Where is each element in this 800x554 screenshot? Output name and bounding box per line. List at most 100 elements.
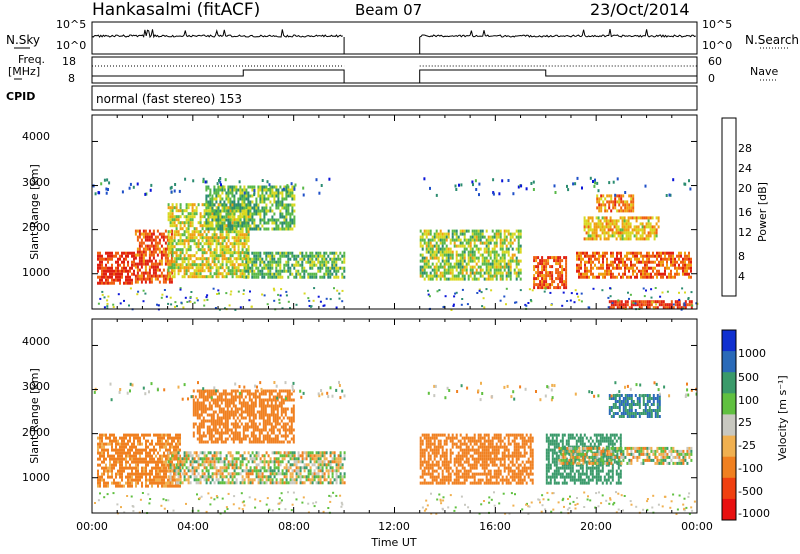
heatmap-cell	[662, 303, 665, 307]
heatmap-cell	[315, 451, 318, 455]
heatmap-cell	[652, 275, 654, 279]
heatmap-cell	[245, 218, 248, 222]
heatmap-cell	[614, 266, 616, 270]
heatmap-cell	[105, 433, 107, 437]
heatmap-cell	[205, 266, 208, 270]
heatmap-cell	[257, 185, 260, 189]
heatmap-cell	[475, 277, 478, 281]
heatmap-cell	[441, 256, 444, 260]
heatmap-cell	[225, 245, 228, 249]
heatmap-cell	[279, 451, 282, 455]
heatmap-cell	[686, 269, 688, 273]
heatmap-cell	[608, 194, 611, 198]
heatmap-cell	[175, 478, 178, 482]
heatmap-cell	[179, 288, 182, 291]
heatmap-cell	[113, 460, 115, 464]
heatmap-cell	[107, 278, 109, 282]
heatmap-cell	[428, 295, 431, 298]
heatmap-cell	[631, 228, 634, 232]
heatmap-cell	[196, 401, 199, 405]
heatmap-cell	[203, 275, 206, 279]
heatmap-cell	[197, 221, 200, 225]
heatmap-cell	[267, 454, 270, 458]
heatmap-cell	[105, 257, 107, 261]
heatmap-cell	[603, 216, 606, 220]
heatmap-cell	[423, 177, 426, 181]
heatmap-cell	[257, 472, 260, 476]
heatmap-cell	[105, 463, 107, 467]
heatmap-cell	[321, 460, 324, 464]
heatmap-cell	[303, 475, 306, 479]
heatmap-cell	[459, 244, 462, 248]
heatmap-cell	[620, 200, 623, 204]
heatmap-cell	[192, 401, 195, 405]
heatmap-cell	[107, 257, 109, 261]
heatmap-cell	[307, 469, 310, 473]
heatmap-cell	[207, 203, 210, 207]
heatmap-cell	[141, 469, 143, 473]
heatmap-cell	[257, 269, 260, 273]
heatmap-cell	[162, 253, 165, 257]
heatmap-cell	[185, 454, 188, 458]
heatmap-cell	[614, 197, 617, 201]
heatmap-cell	[193, 275, 196, 279]
heatmap-cell	[279, 481, 282, 485]
heatmap-cell	[267, 227, 270, 231]
heatmap-cell	[295, 257, 298, 261]
heatmap-cell	[596, 266, 598, 270]
heatmap-cell	[191, 221, 194, 225]
heatmap-cell	[235, 451, 238, 455]
heatmap-cell	[343, 481, 346, 485]
heatmap-cell	[620, 257, 622, 261]
heatmap-cell	[233, 460, 236, 464]
heatmap-cell	[107, 188, 109, 191]
heatmap-cell	[634, 302, 637, 305]
heatmap-cell	[317, 251, 320, 255]
heatmap-cell	[207, 212, 210, 216]
heatmap-cell	[642, 300, 645, 304]
heatmap-cell	[668, 306, 671, 310]
heatmap-cell	[167, 269, 170, 273]
heatmap-cell	[561, 268, 564, 272]
heatmap-cell	[179, 236, 182, 240]
heatmap-cell	[111, 466, 113, 470]
heatmap-cell	[105, 266, 107, 270]
heatmap-cell	[221, 481, 224, 485]
heatmap-cell	[257, 206, 260, 210]
heatmap-cell	[249, 200, 252, 204]
heatmap-cell	[261, 188, 264, 192]
heatmap-cell	[273, 212, 276, 216]
heatmap-cell	[578, 251, 580, 255]
heatmap-cell	[469, 271, 472, 275]
heatmap-cell	[269, 475, 272, 479]
heatmap-cell	[644, 269, 646, 273]
heatmap-cell	[113, 463, 115, 467]
heatmap-cell	[193, 260, 196, 264]
heatmap-cell	[204, 180, 207, 184]
heatmap-cell	[215, 269, 218, 273]
heatmap-cell	[253, 203, 256, 207]
heatmap-cell	[309, 266, 312, 270]
heatmap-cell	[599, 234, 602, 238]
heatmap-cell	[594, 263, 596, 267]
heatmap-cell	[99, 278, 101, 282]
heatmap-cell	[627, 231, 630, 235]
heatmap-cell	[175, 260, 178, 264]
heatmap-cell	[119, 257, 121, 261]
heatmap-cell	[155, 460, 157, 464]
heatmap-cell	[164, 262, 167, 266]
heatmap-cell	[672, 251, 674, 255]
heatmap-cell	[269, 478, 272, 482]
heatmap-cell	[513, 268, 516, 272]
heatmap-cell	[131, 433, 133, 437]
heatmap-cell	[626, 303, 629, 307]
heatmap-cell	[271, 257, 274, 261]
heatmap-cell	[293, 478, 296, 482]
heatmap-cell	[323, 260, 326, 264]
heatmap-cell	[136, 265, 139, 269]
heatmap-cell	[637, 237, 640, 241]
heatmap-cell	[261, 478, 264, 482]
heatmap-cell	[213, 203, 216, 207]
heatmap-cell	[171, 245, 174, 249]
heatmap-cell	[672, 306, 675, 310]
